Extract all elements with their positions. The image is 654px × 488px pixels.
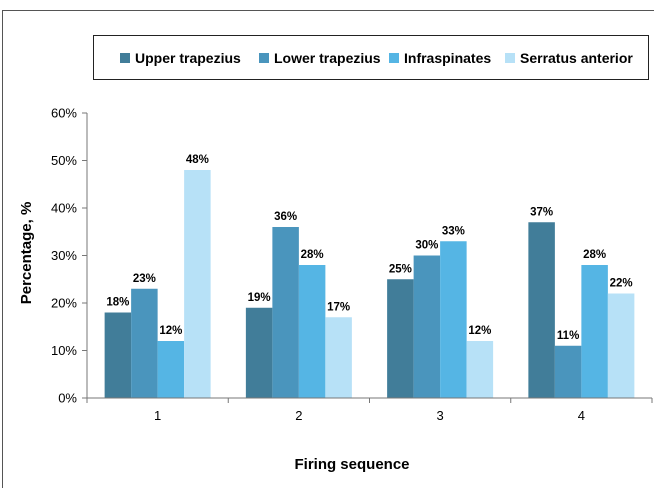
legend-label-infraspinates: Infraspinates — [404, 49, 492, 66]
data-label-upper-trapezius-seq-1: 18% — [106, 297, 129, 309]
data-label-lower-trapezius-seq-2: 36% — [274, 211, 297, 223]
bar-lower-trapezius-seq-3 — [413, 255, 441, 398]
legend-label-serratus-anterior: Serratus anterior — [520, 49, 633, 66]
data-label-lower-trapezius-seq-3: 30% — [415, 240, 438, 252]
bar-infraspinates-seq-1 — [157, 341, 185, 398]
bar-serratus-anterior-seq-1 — [184, 170, 211, 398]
bar-infraspinates-seq-4 — [581, 265, 608, 398]
bar-lower-trapezius-seq-1 — [131, 288, 158, 398]
bars-layer — [104, 170, 635, 398]
bar-infraspinates-seq-3 — [440, 241, 467, 398]
data-label-infraspinates-seq-3: 33% — [442, 225, 465, 237]
data-label-infraspinates-seq-2: 28% — [301, 249, 324, 261]
y-tick-label: 0% — [58, 391, 77, 406]
data-label-serratus-anterior-seq-1: 48% — [186, 154, 209, 166]
y-axis-title: Percentage, % — [18, 202, 35, 305]
y-tick-label: 30% — [51, 248, 77, 263]
bar-serratus-anterior-seq-2 — [325, 317, 352, 398]
bar-upper-trapezius-seq-2 — [245, 307, 273, 398]
x-axis-title: Firing sequence — [294, 456, 409, 473]
data-label-serratus-anterior-seq-2: 17% — [327, 301, 350, 313]
bar-upper-trapezius-seq-4 — [528, 222, 555, 398]
labels-layer: 18% 23% 12% 48% 19% 36% 28% 17% 25%30% 33% 12% 37% 1… — [106, 154, 632, 342]
data-label-upper-trapezius-seq-3: 25% — [389, 263, 412, 275]
bar-serratus-anterior-seq-4 — [607, 293, 635, 398]
bar-upper-trapezius-seq-1 — [104, 312, 132, 398]
bar-infraspinates-seq-2 — [298, 265, 326, 398]
legend-item-upper-trapezius: Upper trapezius — [120, 36, 241, 79]
y-tick-label: 60% — [51, 106, 77, 121]
data-label-serratus-anterior-seq-4: 22% — [610, 278, 633, 290]
data-label-upper-trapezius-seq-4: 37% — [530, 206, 553, 218]
y-tick-label: 50% — [51, 153, 77, 168]
legend-swatch-upper-trapezius — [120, 52, 130, 63]
x-tick-label: 3 — [437, 408, 444, 423]
legend-swatch-lower-trapezius — [259, 52, 269, 63]
legend-label-upper-trapezius: Upper trapezius — [135, 49, 241, 66]
legend-label-lower-trapezius: Lower trapezius — [274, 49, 381, 66]
legend-item-lower-trapezius: Lower trapezius — [259, 36, 381, 79]
bar-lower-trapezius-seq-2 — [272, 227, 299, 398]
legend-item-infraspinates: Infraspinates — [389, 36, 491, 79]
bar-upper-trapezius-seq-3 — [387, 279, 414, 398]
data-label-lower-trapezius-seq-4: 11% — [557, 330, 579, 342]
legend-item-serratus-anterior: Serratus anterior — [505, 36, 633, 79]
x-tick-label: 2 — [295, 408, 302, 423]
bar-serratus-anterior-seq-3 — [466, 341, 494, 398]
legend-swatch-serratus-anterior — [505, 52, 515, 63]
axes-layer: 0% 10% 20% 30% 40% 50% 60% 1 2 3 4 — [51, 106, 653, 423]
chart-legend: Upper trapezius Lower trapezius Infraspi… — [93, 35, 649, 80]
x-tick-label: 1 — [154, 408, 161, 423]
y-tick-label: 40% — [51, 201, 77, 216]
data-label-serratus-anterior-seq-3: 12% — [468, 325, 491, 337]
data-label-infraspinates-seq-4: 28% — [583, 249, 606, 261]
data-label-upper-trapezius-seq-2: 19% — [248, 292, 271, 304]
x-tick-label: 4 — [578, 408, 585, 423]
legend-swatch-infraspinates — [389, 52, 399, 63]
data-label-lower-trapezius-seq-1: 23% — [133, 273, 156, 285]
y-tick-label: 10% — [51, 343, 77, 358]
data-label-infraspinates-seq-1: 12% — [159, 325, 182, 337]
chart-frame — [2, 10, 654, 488]
y-tick-label: 20% — [51, 296, 77, 311]
bar-lower-trapezius-seq-4 — [554, 345, 582, 398]
